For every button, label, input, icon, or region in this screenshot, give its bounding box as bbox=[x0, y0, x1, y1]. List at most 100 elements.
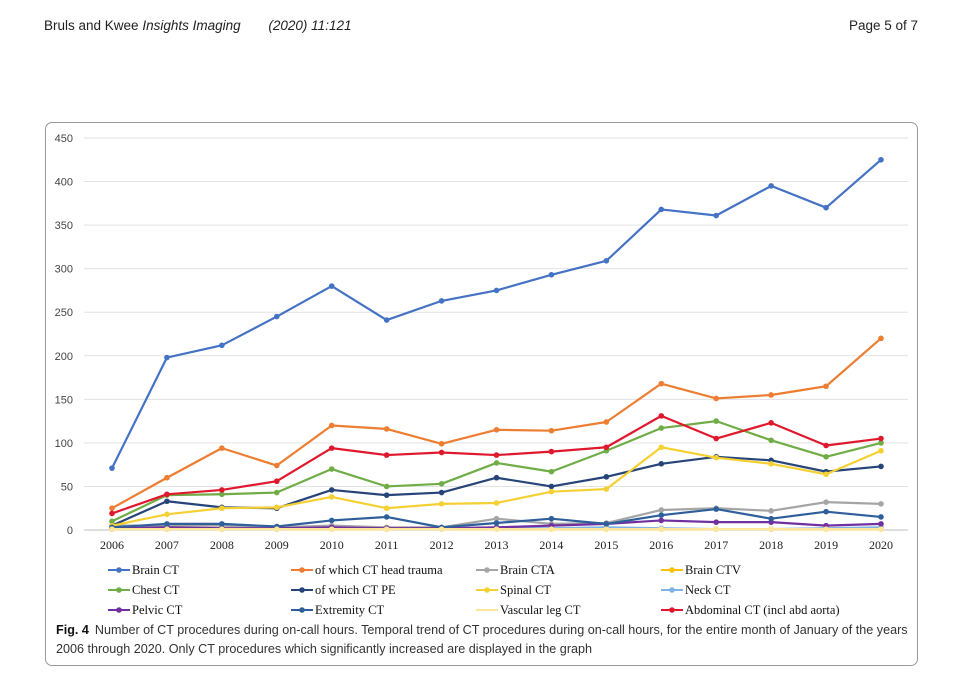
y-tick-label: 150 bbox=[55, 394, 73, 406]
data-point bbox=[878, 435, 884, 442]
data-point bbox=[768, 420, 774, 426]
data-point bbox=[713, 526, 720, 532]
legend-label: of which CT head trauma bbox=[315, 563, 443, 577]
data-point bbox=[383, 317, 390, 323]
data-point bbox=[438, 440, 445, 447]
header-authors: Bruls and Kwee bbox=[44, 18, 139, 33]
data-point bbox=[328, 445, 335, 451]
data-point bbox=[548, 271, 555, 278]
y-tick-label: 250 bbox=[55, 307, 73, 319]
data-point bbox=[164, 521, 170, 527]
x-tick-label: 2009 bbox=[265, 538, 289, 552]
data-point bbox=[658, 526, 665, 532]
data-point bbox=[548, 488, 555, 495]
data-point bbox=[328, 526, 335, 532]
data-point bbox=[713, 395, 720, 402]
data-point bbox=[548, 468, 555, 475]
data-point bbox=[438, 449, 445, 456]
data-point bbox=[878, 514, 884, 520]
data-point bbox=[823, 442, 829, 449]
data-point bbox=[219, 505, 225, 512]
data-point bbox=[823, 454, 829, 460]
data-point bbox=[603, 258, 610, 264]
legend-label: Extremity CT bbox=[315, 603, 384, 617]
chart-series bbox=[109, 156, 884, 532]
data-point bbox=[493, 460, 500, 466]
data-point bbox=[548, 526, 555, 532]
running-header: Bruls and Kwee Insights Imaging (2020) 1… bbox=[44, 18, 351, 33]
y-tick-label: 350 bbox=[55, 220, 73, 232]
data-point bbox=[438, 501, 445, 507]
legend-swatch-marker bbox=[116, 587, 122, 593]
data-point bbox=[658, 380, 665, 387]
data-point bbox=[658, 512, 665, 518]
x-tick-label: 2017 bbox=[704, 538, 728, 552]
data-point bbox=[768, 515, 774, 522]
data-point bbox=[219, 342, 225, 349]
legend-label: of which CT PE bbox=[315, 583, 396, 597]
data-point bbox=[164, 526, 170, 532]
data-point bbox=[713, 519, 720, 525]
data-point bbox=[713, 435, 720, 442]
data-point bbox=[328, 494, 335, 500]
data-point bbox=[768, 183, 774, 189]
data-point bbox=[219, 445, 225, 451]
x-tick-label: 2014 bbox=[539, 538, 563, 552]
data-point bbox=[493, 452, 500, 458]
data-point bbox=[603, 474, 610, 480]
legend-swatch-marker bbox=[116, 567, 122, 573]
data-point bbox=[383, 483, 390, 490]
data-point bbox=[383, 514, 390, 520]
data-point bbox=[164, 491, 170, 498]
figure-number: Fig. 4 bbox=[56, 623, 89, 637]
data-point bbox=[328, 466, 335, 472]
figure-frame bbox=[45, 122, 918, 666]
data-point bbox=[109, 518, 115, 525]
data-point bbox=[548, 483, 555, 490]
data-point bbox=[383, 492, 390, 498]
y-tick-label: 450 bbox=[55, 133, 73, 145]
x-axis: 2006 2007 2008 2009 2010 2011 2012 2013 2014 2015… bbox=[100, 538, 893, 552]
data-point bbox=[548, 515, 555, 522]
data-point bbox=[219, 521, 225, 527]
data-point bbox=[823, 526, 829, 532]
figure-caption: Fig. 4 Number of CT procedures during on-… bbox=[56, 621, 916, 659]
data-point bbox=[328, 517, 335, 524]
data-point bbox=[603, 444, 610, 451]
data-point bbox=[328, 283, 335, 289]
x-tick-label: 2006 bbox=[100, 538, 124, 552]
data-point bbox=[768, 437, 774, 444]
data-point bbox=[493, 526, 500, 532]
data-point bbox=[823, 383, 829, 390]
y-tick-label: 100 bbox=[55, 438, 73, 450]
y-tick-label: 0 bbox=[67, 525, 73, 537]
legend-label: Brain CTV bbox=[685, 563, 741, 577]
data-point bbox=[109, 465, 115, 471]
data-point bbox=[109, 526, 115, 532]
series-line-0 bbox=[111, 158, 882, 469]
data-point bbox=[658, 444, 665, 451]
data-point bbox=[438, 481, 445, 487]
data-point bbox=[493, 287, 500, 294]
x-tick-label: 2019 bbox=[814, 538, 838, 552]
data-point bbox=[603, 419, 610, 425]
data-point bbox=[383, 505, 390, 512]
data-point bbox=[658, 507, 665, 513]
chart-grid bbox=[84, 137, 908, 531]
x-tick-label: 2013 bbox=[485, 538, 509, 552]
x-tick-label: 2011 bbox=[375, 538, 399, 552]
data-point bbox=[878, 463, 884, 470]
data-point bbox=[658, 517, 665, 524]
legend-swatch-marker bbox=[484, 587, 490, 593]
series-line-5 bbox=[111, 455, 882, 527]
x-tick-label: 2015 bbox=[594, 538, 618, 552]
legend-swatch-marker bbox=[299, 607, 305, 613]
data-point bbox=[493, 427, 500, 433]
data-point bbox=[823, 508, 829, 515]
data-point bbox=[878, 501, 884, 507]
data-point bbox=[219, 526, 225, 532]
data-point bbox=[438, 298, 445, 304]
page-number: Page 5 of 7 bbox=[848, 18, 918, 33]
data-point bbox=[658, 425, 665, 431]
